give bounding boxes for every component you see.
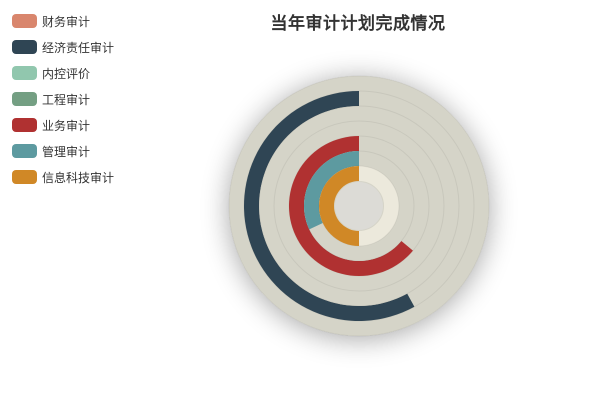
legend-label: 业务审计 [42,118,91,133]
legend-item[interactable]: 管理审计 [12,138,114,164]
ring-separator [228,75,490,337]
legend-item[interactable]: 经济责任审计 [12,34,114,60]
legend-label: 财务审计 [42,14,91,29]
ring-track [274,121,444,291]
legend-swatch [12,14,37,28]
legend-swatch [12,144,37,158]
legend-swatch [12,118,37,132]
legend-swatch [12,92,37,106]
legend-label: 管理审计 [42,144,91,159]
legend-item[interactable]: 信息科技审计 [12,164,114,190]
legend-label: 内控评价 [42,66,91,81]
ring-separator [273,120,445,292]
ring-separator [258,105,460,307]
ring-value-arc [289,135,413,276]
legend-item[interactable]: 业务审计 [12,112,114,138]
legend-item[interactable]: 内控评价 [12,60,114,86]
ring-track [229,76,489,336]
legend-item[interactable]: 工程审计 [12,86,114,112]
legend-swatch [12,170,37,184]
legend-item[interactable]: 财务审计 [12,8,114,34]
legend-swatch [12,40,37,54]
ring-value-arc [319,166,359,246]
legend-label: 信息科技审计 [42,170,115,185]
legend: 财务审计经济责任审计 内控评价工程审计业务审计管理审计信息科技审计 [12,8,114,190]
legend-swatch [12,66,37,80]
chart-title: 当年审计计划完成情况 [270,14,446,34]
legend-label: 工程审计 [42,92,91,107]
ring-center-hole [335,182,383,230]
ring-value-arc [303,150,359,230]
ring-track [259,106,459,306]
legend-label: 经济责任审计 [42,40,115,55]
